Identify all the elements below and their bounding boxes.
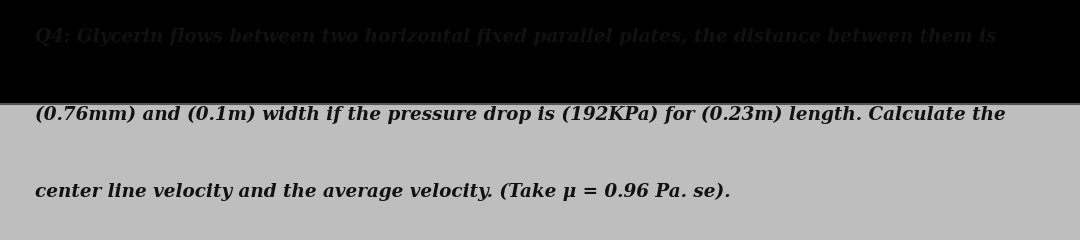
Bar bbox=[0, 104, 1080, 240]
Text: center line velocity and the average velocity. (Take μ = 0.96 Pa. se).: center line velocity and the average vel… bbox=[35, 183, 730, 201]
Text: Q4: Glycerin flows between two horizontal fixed parallel plates, the distance be: Q4: Glycerin flows between two horizonta… bbox=[35, 28, 996, 46]
Bar bbox=[0, 0, 1080, 104]
Text: (0.76mm) and (0.1m) width if the pressure drop is (192KPa) for (0.23m) length. C: (0.76mm) and (0.1m) width if the pressur… bbox=[35, 106, 1005, 124]
